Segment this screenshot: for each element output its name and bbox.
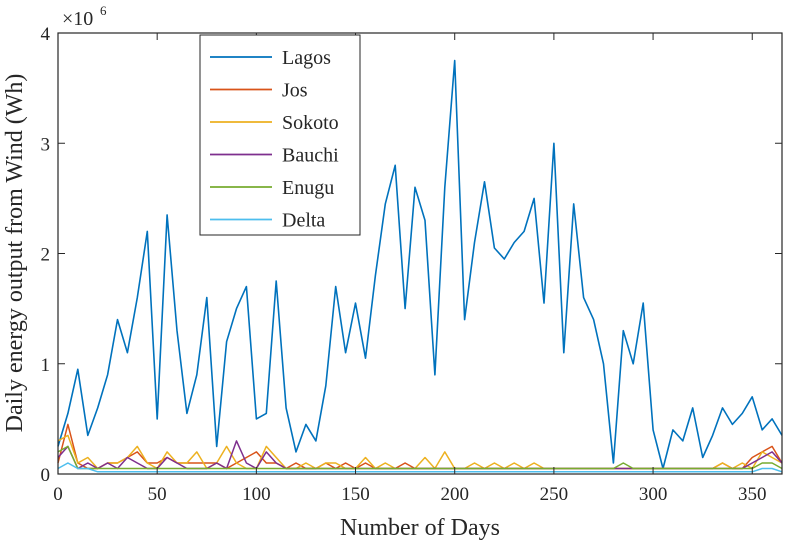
y-tick-label: 4 (41, 24, 51, 45)
plot-frame (57, 32, 783, 475)
y-tick-label: 3 (41, 134, 51, 155)
x-tick-label: 50 (148, 484, 167, 505)
ticks-layer: 0 50 100 150 200 250 300 350 0 1 2 3 4 (41, 24, 782, 505)
series-line-enugu (57, 445, 783, 470)
legend-label-sokoto: Sokoto (282, 112, 339, 134)
series-layer (57, 59, 783, 473)
series-line-delta (57, 462, 783, 473)
legend-label-bauchi: Bauchi (282, 145, 339, 167)
x-axis-label: Number of Days (340, 515, 500, 541)
legend: Lagos Jos Sokoto Bauchi Enugu Delta (199, 34, 361, 236)
series-line-sokoto (57, 434, 783, 470)
series-line-bauchi (57, 440, 783, 470)
x-tick-label: 300 (639, 484, 668, 505)
x-tick-label: 100 (242, 484, 271, 505)
y-exponent-power: 6 (100, 3, 107, 18)
legend-label-enugu: Enugu (282, 177, 334, 199)
x-tick-label: 350 (738, 484, 767, 505)
legend-label-lagos: Lagos (282, 47, 331, 69)
legend-items: Lagos Jos Sokoto Bauchi Enugu Delta (210, 47, 339, 232)
y-tick-label: 0 (41, 465, 51, 486)
legend-label-delta: Delta (282, 210, 325, 232)
y-tick-label: 2 (41, 245, 51, 266)
x-tick-label: 200 (440, 484, 469, 505)
y-exponent-label: ×10 (62, 8, 93, 30)
y-tick-label: 1 (41, 355, 51, 376)
y-axis-label: Daily energy output from Wind (Wh) (2, 74, 28, 433)
x-tick-label: 150 (341, 484, 370, 505)
x-tick-label: 0 (53, 484, 63, 505)
x-tick-label: 250 (540, 484, 569, 505)
series-line-lagos (57, 59, 783, 470)
labels-layer: ×10 6 Number of Days Daily energy output… (2, 3, 500, 541)
legend-label-jos: Jos (282, 80, 308, 102)
legend-box (199, 34, 361, 236)
